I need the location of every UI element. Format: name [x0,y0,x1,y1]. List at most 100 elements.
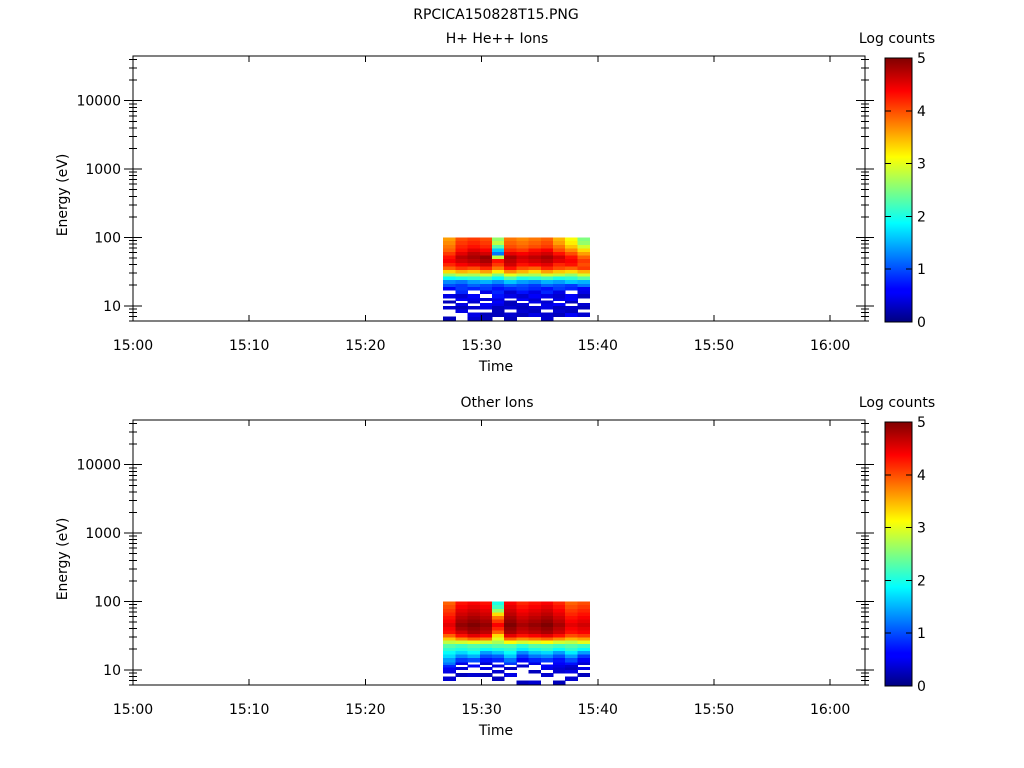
heatmap-cell [553,248,566,253]
y-axis-label: Energy (eV) [55,154,71,237]
heatmap-cell [528,262,542,267]
heatmap-cell [565,662,578,665]
heatmap-cell [479,662,493,665]
heatmap-cell [455,615,469,620]
heatmap-cell [492,615,505,620]
heatmap-cell [479,647,493,652]
heatmap-cell [553,601,566,605]
heatmap-cell [565,269,578,274]
heatmap-cell [455,667,469,671]
y-axis-label: Energy (eV) [55,518,71,601]
colorbar-tick-label: 4 [917,468,926,484]
heatmap-cell [467,312,481,317]
heatmap-cell [443,273,456,277]
heatmap-cell [553,255,566,260]
heatmap-cell [467,657,481,663]
heatmap-cell [492,622,505,627]
heatmap-cell [492,255,505,260]
y-tick-label: 100 [94,230,121,246]
heatmap-cell [528,657,542,663]
heatmap-cell [516,630,530,634]
heatmap-cell [492,650,505,655]
heatmap-cell [443,619,456,624]
heatmap-cell [516,283,530,288]
heatmap-cell [516,286,530,291]
heatmap-cell [516,664,530,668]
heatmap-cell [540,601,554,605]
heatmap-cell [516,276,530,281]
heatmap-cell [443,276,456,281]
heatmap-cell [467,672,481,677]
heatmap-cell [467,647,481,652]
heatmap-cell [577,258,591,263]
heatmap-cell [553,680,566,686]
heatmap-cell [467,654,481,659]
heatmap-cell [565,240,578,245]
heatmap-cell [553,619,566,624]
heatmap-cell [443,258,456,263]
heatmap-cell [467,622,481,627]
heatmap-cell [540,255,554,260]
heatmap-cell [516,298,530,301]
heatmap-cell [565,608,578,613]
heatmap-cell [553,279,566,285]
heatmap-cell [479,654,493,659]
heatmap-cell [455,305,469,310]
heatmap-cell [492,647,505,652]
heatmap-cell [492,601,505,605]
heatmap-cell [455,626,469,631]
heatmap-cell [504,615,517,620]
heatmap-cell [565,622,578,627]
panel-title: Other Ions [460,395,533,411]
heatmap-cell [479,237,493,241]
heatmap-cell [577,269,591,274]
heatmap-cell [540,650,554,655]
heatmap-cell [528,633,542,638]
heatmap-cell [565,300,578,304]
heatmap-cell [504,290,517,295]
heatmap-cell [528,630,542,634]
heatmap-cell [553,244,566,249]
heatmap-cell [455,279,469,285]
heatmap-cell [528,622,542,627]
heatmap-cell [479,290,493,295]
heatmap-cell [577,244,591,249]
heatmap-cell [504,657,517,663]
heatmap-cell [467,279,481,285]
heatmap-cell [492,251,505,256]
heatmap-cell [455,262,469,267]
heatmap-cell [540,276,554,281]
heatmap-cell [443,262,456,267]
heatmap-cell [565,255,578,260]
heatmap-cell [553,604,566,609]
heatmap-cell [467,305,481,310]
heatmap-cell [528,643,542,649]
heatmap-cell [516,273,530,277]
heatmap-cell [516,258,530,263]
colorbar-tick-label: 4 [917,104,926,120]
heatmap-cell [528,654,542,659]
heatmap-cell [528,244,542,249]
heatmap-cell [577,647,591,652]
heatmap-cell [443,615,456,620]
heatmap-cell [577,615,591,620]
heatmap-cell [553,647,566,652]
heatmap-cell [565,248,578,253]
heatmap-cell [540,283,554,288]
heatmap-cell [528,266,542,270]
heatmap-cell [504,640,517,645]
heatmap-cell [528,608,542,613]
heatmap-cell [577,633,591,638]
heatmap-cell [504,248,517,253]
heatmap-cell [577,262,591,267]
heatmap-cell [479,273,493,277]
heatmap-cell [467,283,481,288]
heatmap-cell [479,633,493,638]
heatmap-cell [479,630,493,634]
heatmap-cell [553,276,566,281]
heatmap-cell [443,654,456,659]
heatmap-cell [492,640,505,645]
heatmap-cell [467,276,481,281]
heatmap-cell [492,626,505,631]
